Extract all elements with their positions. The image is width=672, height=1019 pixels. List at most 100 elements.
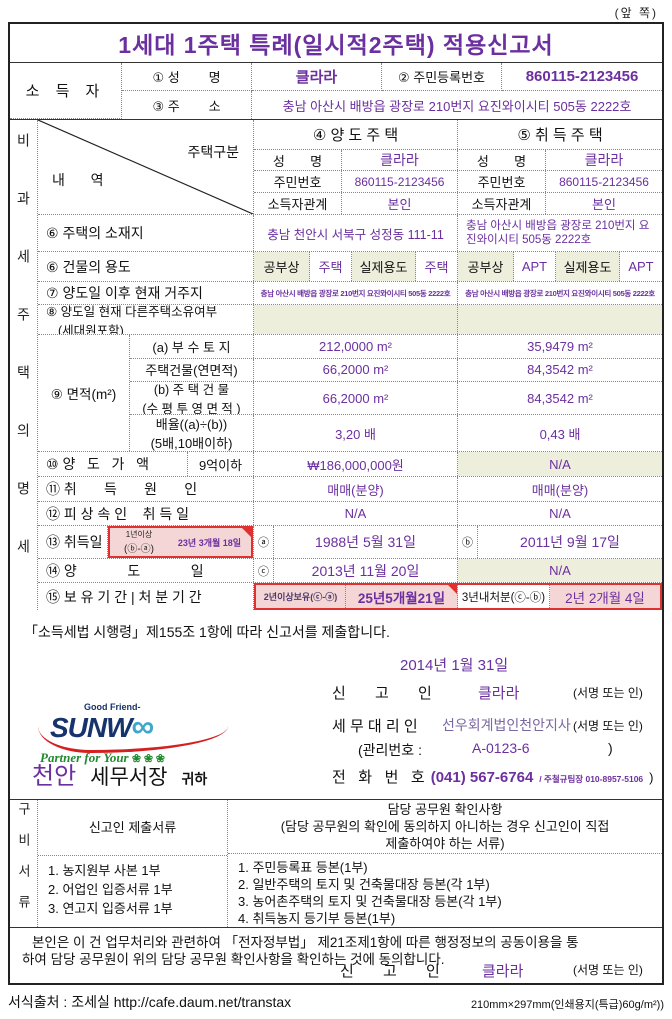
usage-actual-label-b: 실제용도 bbox=[556, 252, 620, 281]
mgmt-no-value: A-0123-6 bbox=[472, 740, 530, 756]
ownership-label-line2: (세대원포함) bbox=[58, 323, 124, 335]
consent-line2: 하여 담당 공무원이 위의 담당 공무원 확인사항을 확인하는 것에 동의합니다… bbox=[22, 952, 445, 967]
docs-col2-header-line2: (담당 공무원의 확인에 동의하지 아니하는 경우 신고인이 직접 bbox=[280, 819, 610, 834]
name-label-b: 성 명 bbox=[458, 149, 546, 171]
area-land-label: (a) 부 수 토 지 bbox=[130, 335, 254, 358]
area-ratio-value-b: 0,43 배 bbox=[539, 426, 581, 442]
usage-actual-value-a: 주택 bbox=[416, 252, 458, 281]
docs-col2-header-line1: 담당 공무원 확인사항 bbox=[387, 802, 503, 817]
acquisition-note-cell: 1년이상 (ⓑ-ⓐ) 23년 3개월 18일 bbox=[108, 526, 254, 558]
consent-section: 본인은 이 건 업무처리와 관련하여 「전자정부법」 제21조제1항에 따른 행… bbox=[10, 928, 662, 986]
docs-col1-item: 3. 연고지 입증서류 1부 bbox=[48, 901, 173, 916]
acq-note-line1: 1년이상 bbox=[125, 530, 153, 539]
acq-value-b: 2011년 9월 17일 bbox=[520, 534, 620, 550]
earner-name-label: ① 성 명 bbox=[122, 63, 252, 91]
acquisition-row: ⑬ 취득일 1년이상 (ⓑ-ⓐ) 23년 3개월 18일 ⓐ 1988년 5월 … bbox=[38, 526, 662, 559]
tax-office-suffix: 귀하 bbox=[181, 771, 208, 787]
area-block: ⑨ 면적(m²) (a) 부 수 토 지 212,0000 m² 35,9479… bbox=[38, 335, 662, 452]
ownership-value-a bbox=[254, 305, 458, 334]
consent-filer-label: 신 고 인 bbox=[340, 963, 440, 980]
price-row: ⑩ 양 도 가 액 9억이하 ₩186,000,000원 N/A bbox=[38, 452, 662, 477]
area-ratio-label-line1: 배율((a)÷(b)) bbox=[155, 417, 228, 432]
docs-side-strip: 구비서류 bbox=[10, 800, 38, 927]
col-b-header: ⑤ 취 득 주 택 bbox=[517, 126, 603, 144]
relation-value-a: 본인 bbox=[342, 193, 458, 214]
area-gross-label: 주택건물(연면적) bbox=[130, 358, 254, 381]
acq-note-value: 23년 3개월 18일 bbox=[168, 528, 251, 556]
usage-actual-value-b: APT bbox=[628, 259, 654, 274]
filer-sign-note: (서명 또는 인) bbox=[573, 686, 643, 700]
usage-official-value-a: 주택 bbox=[310, 252, 352, 281]
logo-swoosh-icon bbox=[38, 716, 228, 753]
rrn-value-a: 860115-2123456 bbox=[342, 171, 458, 193]
area-land-value-b: 35,9479 m² bbox=[527, 338, 593, 354]
mgmt-no-open: (관리번호 : bbox=[358, 742, 422, 758]
phone-extra: / 주철규팀장 010-8957-5106 bbox=[539, 774, 644, 784]
earner-rrn-value: 860115-2123456 bbox=[502, 63, 662, 91]
hold-period-value: 25년5개월21일 bbox=[346, 585, 458, 608]
area-ratio-label-cell: 배율((a)÷(b)) (5배,10배이하) bbox=[130, 415, 254, 451]
tax-office-title: 세무서장 bbox=[90, 766, 168, 789]
docs-col1-list: 1. 농지원부 사본 1부 2. 어업인 입증서류 1부 3. 연고지 입증서류… bbox=[38, 856, 227, 918]
docs-col1-header: 신고인 제출서류 bbox=[38, 800, 227, 856]
name-value-a: 클라라 bbox=[342, 149, 458, 171]
area-proj-label-cell: (b) 주 택 건 물 (수 평 투 영 면 적 ) bbox=[130, 382, 254, 414]
usage-official-label-b: 공부상 bbox=[458, 252, 514, 281]
phone-line: 전 화 번 호 (041) 567-6764 / 주철규팀장 010-8957-… bbox=[332, 766, 654, 787]
earner-rrn-label: ② 주민등록번호 bbox=[382, 63, 502, 91]
docs-col1-item: 1. 농지원부 사본 1부 bbox=[48, 863, 161, 878]
flower-icons: ❀ ❀ ❀ bbox=[131, 753, 166, 765]
tax-office-city: 천안 bbox=[32, 763, 77, 790]
ownership-label-line1: ⑧ 양도일 현재 다른주택소유여부 bbox=[46, 305, 218, 319]
usage-official-value-b: APT bbox=[514, 252, 556, 281]
disposal-period-label: 3년내처분(ⓒ-ⓑ) bbox=[458, 585, 550, 608]
form-title: 1세대 1주택 특례(일시적2주택) 적용신고서 bbox=[10, 24, 662, 63]
docs-col2-header: 담당 공무원 확인사항 (담당 공무원의 확인에 동의하지 아니하는 경우 신고… bbox=[228, 800, 662, 854]
earner-addr-label: ③ 주 소 bbox=[122, 91, 252, 119]
col-a-header: ④ 양 도 주 택 bbox=[254, 120, 458, 149]
docs-col2-list: 1. 주민등록표 등본(1부) 2. 일반주택의 토지 및 건축물대장 등본(각… bbox=[228, 854, 662, 927]
footer-paper-spec: 210mm×297mm(인쇄용지(특급)60g/m²)) bbox=[470, 999, 664, 1011]
agent-label: 세 무 대 리 인 bbox=[332, 718, 418, 735]
inherit-value-b: N/A bbox=[549, 506, 571, 521]
disposal-period-value: 2년 2개월 4일 bbox=[550, 585, 660, 608]
declaration-statement: 「소득세법 시행령」제155조 1항에 따라 신고서를 제출합니다. bbox=[24, 624, 390, 640]
detail-side-strip: 비과세주택의명세 bbox=[10, 120, 38, 610]
acq-marker-b: ⓑ bbox=[458, 526, 478, 558]
relation-label-a: 소득자관계 bbox=[254, 193, 342, 214]
sunwoo-logo: Good Friend- SUNW∞ Partner for Your ❀ ❀ … bbox=[32, 702, 247, 770]
area-land-value-a: 212,0000 m² bbox=[254, 335, 458, 358]
location-label: ⑥ 주택의 소재지 bbox=[38, 215, 254, 251]
residence-row: ⑦ 양도일 이후 현재 거주지 충남 아산시 배방읍 광장로 210번지 요진와… bbox=[38, 282, 662, 305]
exempt-house-detail-table: 비과세주택의명세 주택구분 내 역 ④ 양 도 주 택 ⑤ 취 득 주 택 bbox=[10, 120, 662, 610]
docs-col1: 신고인 제출서류 1. 농지원부 사본 1부 2. 어업인 입증서류 1부 3.… bbox=[38, 800, 228, 927]
area-label: ⑨ 면적(m²) bbox=[38, 335, 130, 451]
footer-source: 서식출처 : 조세실 http://cafe.daum.net/transtax bbox=[8, 994, 292, 1010]
inherit-value-a: N/A bbox=[254, 502, 458, 525]
location-value-b: 충남 아산시 배방읍 광장로 210번지 요진와이시티 505동 2222호 bbox=[466, 220, 650, 246]
rrn-value-b: 860115-2123456 bbox=[559, 174, 649, 189]
agent-sign-note: (서명 또는 인) bbox=[573, 719, 643, 733]
rrn-label-b: 주민번호 bbox=[458, 171, 546, 193]
logo-good-friend-text: Good Friend- bbox=[84, 702, 141, 712]
corner-top-label: 주택구분 bbox=[187, 144, 239, 160]
logo-tagline-text: Partner for Your bbox=[40, 750, 129, 765]
name-value-b: 클라라 bbox=[584, 152, 624, 169]
income-earner-section: 소 득 자 ① 성 명 클라라 ② 주민등록번호 860115-2123456 … bbox=[10, 63, 662, 120]
acquisition-note-box: 1년이상 (ⓑ-ⓐ) 23년 3개월 18일 bbox=[108, 526, 253, 558]
docs-col2-item: 2. 일반주택의 토지 및 건축물대장 등본(각 1부) bbox=[238, 877, 490, 892]
docs-col2-item: 1. 주민등록표 등본(1부) bbox=[238, 860, 368, 875]
form-outer-box: 1세대 1주택 특례(일시적2주택) 적용신고서 소 득 자 ① 성 명 클라라… bbox=[8, 22, 664, 985]
cause-row: ⑪ 취 득 원 인 매매(분양) 매매(분양) bbox=[38, 477, 662, 502]
earner-name-value: 클라라 bbox=[252, 63, 382, 91]
mgmt-no-close: ) bbox=[608, 740, 613, 756]
declaration-date: 2014년 1월 31일 bbox=[400, 657, 509, 674]
transfer-label: ⑭ 양 도 일 bbox=[38, 559, 254, 582]
acq-value-a: 1988년 5월 31일 bbox=[274, 526, 458, 558]
usage-row: ⑥ 건물의 용도 공부상 주택 실제용도 주택 공부상 APT 실제용도 APT bbox=[38, 252, 662, 282]
ownership-label-cell: ⑧ 양도일 현재 다른주택소유여부 (세대원포함) bbox=[38, 305, 254, 334]
logo-tagline: Partner for Your ❀ ❀ ❀ bbox=[40, 750, 165, 766]
rrn-label-a: 주민번호 bbox=[254, 171, 342, 193]
price-label: ⑩ 양 도 가 액 bbox=[38, 452, 188, 476]
